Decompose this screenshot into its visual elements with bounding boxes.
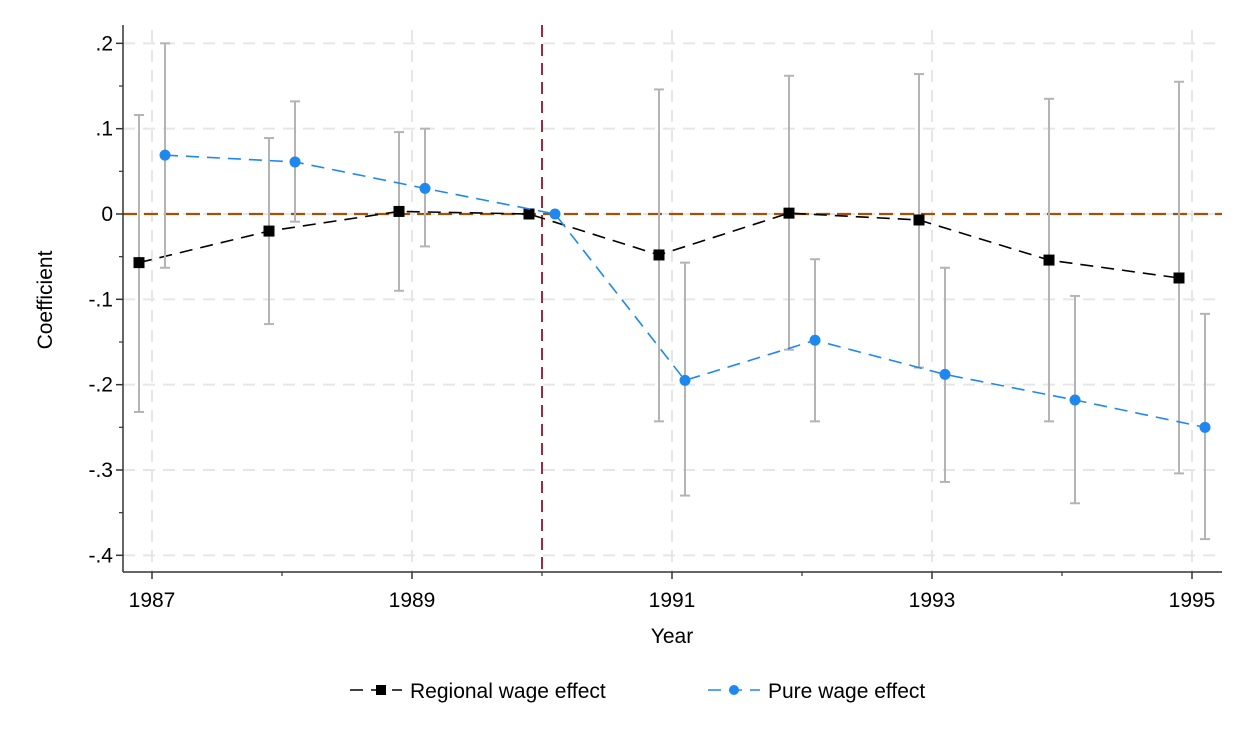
data-point — [289, 156, 301, 168]
data-point — [1043, 254, 1055, 266]
data-point — [133, 257, 145, 269]
y-axis-label: Coefficient — [34, 250, 57, 349]
legend-item-regional: Regional wage effect — [350, 680, 606, 703]
series-regional — [133, 73, 1185, 475]
y-tick-label: -.4 — [88, 544, 113, 567]
x-tick-label: 1989 — [389, 589, 436, 612]
data-point — [159, 149, 171, 161]
data-point — [549, 208, 561, 220]
legend: Regional wage effect Pure wage effect — [350, 680, 925, 703]
x-tick-label: 1995 — [1169, 589, 1216, 612]
legend-label: Pure wage effect — [768, 680, 925, 703]
data-point — [939, 368, 951, 380]
legend-label: Regional wage effect — [410, 680, 606, 703]
data-point — [1069, 394, 1081, 406]
x-axis-label: Year — [651, 625, 693, 648]
y-tick-label: 0 — [101, 203, 113, 226]
data-point — [913, 214, 925, 226]
data-point — [393, 205, 405, 217]
series-pure — [159, 42, 1211, 541]
data-point — [419, 182, 431, 194]
legend-item-pure: Pure wage effect — [708, 680, 925, 703]
legend-marker-circle — [729, 685, 739, 695]
legend-marker-square — [376, 685, 386, 695]
x-tick-label: 1991 — [649, 589, 696, 612]
y-tick-label: .2 — [95, 32, 113, 55]
data-point — [1199, 421, 1211, 433]
x-tick-label: 1987 — [129, 589, 176, 612]
reference-lines — [123, 25, 1222, 572]
y-tick-label: -.2 — [88, 374, 113, 397]
x-tick-label: 1993 — [909, 589, 956, 612]
data-point — [1173, 272, 1185, 284]
y-tick-label: .1 — [95, 118, 113, 141]
grid — [123, 30, 1222, 572]
plot-area — [133, 42, 1211, 541]
series-line — [164, 154, 1206, 429]
data-point — [679, 374, 691, 386]
data-point — [783, 207, 795, 219]
data-point — [523, 208, 535, 220]
axes: .2 .1 0 -.1 -.2 -.3 -.4 1987 1989 1991 1993 1995 — [88, 25, 1222, 612]
y-tick-label: -.1 — [88, 288, 113, 311]
y-tick-label: -.3 — [88, 459, 113, 482]
data-point — [809, 334, 821, 346]
data-point — [263, 225, 275, 237]
data-point — [653, 249, 665, 261]
